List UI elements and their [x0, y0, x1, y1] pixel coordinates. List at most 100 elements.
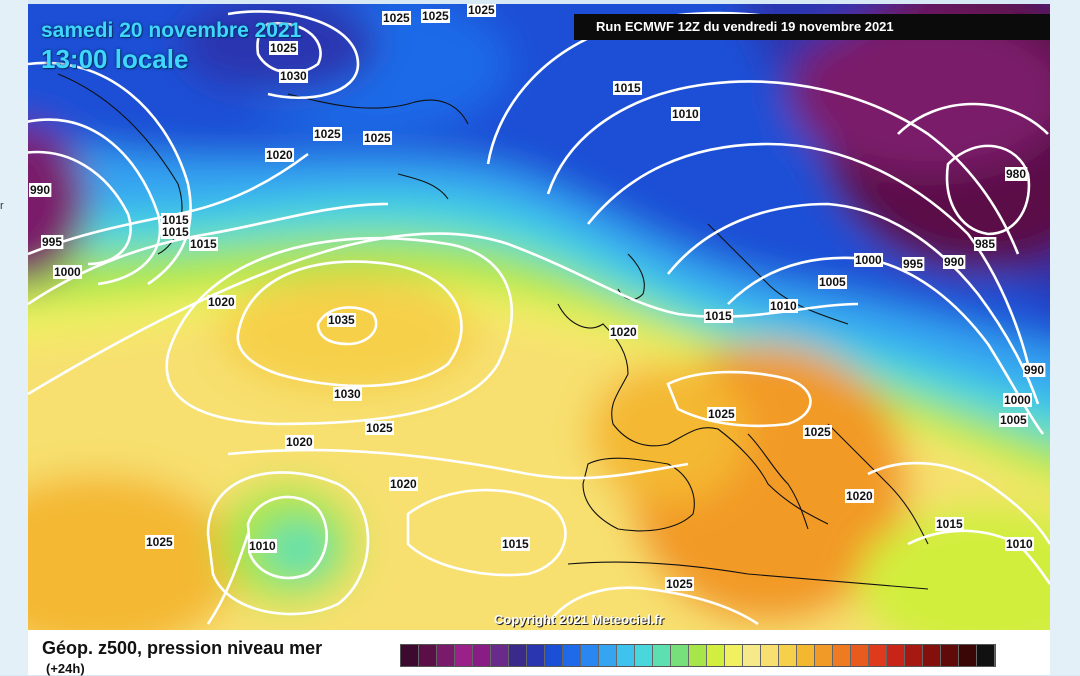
isobar-label: 980	[1006, 167, 1026, 181]
isobar-label-background	[845, 489, 875, 503]
color-scale-swatch	[707, 645, 725, 666]
color-scale-swatch	[599, 645, 617, 666]
color-scale-swatch	[761, 645, 779, 666]
isobar-label-background	[207, 295, 237, 309]
color-scale-swatch	[941, 645, 959, 666]
isobar-label-background	[665, 577, 695, 591]
isobar-label-background	[501, 537, 531, 551]
isobar-value-labels: 1025 1025 1025 1025 1030 1025 1025 1020 …	[29, 4, 1046, 591]
forecast-step: (+24h)	[46, 661, 85, 676]
isobar-label: 1010	[672, 107, 699, 121]
isobar-label: 990	[1024, 363, 1044, 377]
forecast-time: 13:00 locale	[41, 44, 189, 74]
isobar-label: 1025	[314, 127, 341, 141]
color-scale-swatch	[689, 645, 707, 666]
isobar-label: 1025	[146, 535, 173, 549]
isobar-label: 1020	[390, 477, 417, 491]
isobar-label-background	[704, 309, 734, 323]
isobar-label-background	[818, 275, 848, 289]
color-scale-swatch	[851, 645, 869, 666]
isobar-label: 985	[975, 237, 995, 251]
color-scale-swatch	[401, 645, 419, 666]
isobar-label-background	[248, 539, 278, 553]
isobar-label: 1010	[249, 539, 276, 553]
isobar-label-background	[935, 517, 965, 531]
map-parameter-name: Géop. z500, pression niveau mer	[42, 638, 323, 658]
isobar-label: 995	[42, 235, 62, 249]
isobar-label-background	[854, 253, 884, 267]
isobar-label: 990	[944, 255, 964, 269]
color-scale-swatch	[473, 645, 491, 666]
isobar-label-background	[803, 425, 833, 439]
isobar-label-background	[902, 257, 925, 271]
isobar-label-background	[707, 407, 737, 421]
isobar-label-background	[189, 237, 219, 251]
color-scale-swatch	[509, 645, 527, 666]
isobar-label-background	[145, 535, 175, 549]
color-scale-swatch	[797, 645, 815, 666]
isobar-label-background	[421, 9, 451, 23]
color-scale-swatch	[833, 645, 851, 666]
isobar-label-background	[161, 225, 191, 239]
isobar-label: 995	[903, 257, 923, 271]
color-scale-swatch	[437, 645, 455, 666]
isobar-label: 1025	[666, 577, 693, 591]
copyright-notice: Copyright 2021 Meteociel.fr	[494, 612, 664, 627]
isobar-label-background	[1023, 363, 1046, 377]
color-scale-swatch	[545, 645, 563, 666]
isobar-label-background	[671, 107, 701, 121]
isobar-label-background	[609, 325, 639, 339]
isobar-label-background	[269, 41, 299, 55]
color-scale-swatch	[923, 645, 941, 666]
isobar-label-background	[1005, 537, 1035, 551]
isobar-label: 1025	[468, 4, 495, 17]
isobar-label: 1020	[286, 435, 313, 449]
color-scale-swatch	[635, 645, 653, 666]
color-scale-swatch	[419, 645, 437, 666]
weather-map: 1025 1025 1025 1025 1030 1025 1025 1020 …	[28, 4, 1050, 630]
isobar-label: 1020	[208, 295, 235, 309]
weather-map-canvas: 1025 1025 1025 1025 1030 1025 1025 1020 …	[28, 4, 1050, 630]
isobar-label-background	[363, 131, 393, 145]
color-scale-swatch	[617, 645, 635, 666]
isobar-label-background	[382, 11, 412, 25]
color-scale-swatch	[725, 645, 743, 666]
isobar-label-background	[999, 413, 1029, 427]
isobar-label: 1015	[190, 237, 217, 251]
color-scale-swatch	[869, 645, 887, 666]
forecast-date: samedi 20 novembre 2021	[41, 19, 302, 42]
isobar-label: 1025	[364, 131, 391, 145]
isobar-label-background	[333, 387, 363, 401]
isobar-label: 1015	[705, 309, 732, 323]
color-scale-swatch	[977, 645, 995, 666]
legend-panel: Géop. z500, pression niveau mer (+24h)	[28, 630, 1050, 676]
isobar-label: 1005	[1000, 413, 1027, 427]
side-text-fragment: r	[0, 200, 4, 212]
right-margin	[1050, 0, 1080, 675]
isobar-label: 1010	[1006, 537, 1033, 551]
color-scale-swatch	[581, 645, 599, 666]
isobar-label-background	[265, 148, 295, 162]
isobar-label: 1025	[804, 425, 831, 439]
run-info-banner: Run ECMWF 12Z du vendredi 19 novembre 20…	[574, 14, 1050, 40]
isobar-label: 1025	[422, 9, 449, 23]
isobar-label-background	[1005, 167, 1028, 181]
isobar-label-background	[279, 69, 309, 83]
isobar-label: 1020	[846, 489, 873, 503]
color-scale-swatch	[491, 645, 509, 666]
color-scale-swatch	[779, 645, 797, 666]
isobar-label-background	[365, 421, 395, 435]
color-scale-swatch	[905, 645, 923, 666]
geopotential-color-field	[28, 4, 1050, 630]
isobar-label-background	[313, 127, 343, 141]
color-scale-swatch	[563, 645, 581, 666]
isobar-label: 1025	[708, 407, 735, 421]
isobar-label: 1015	[936, 517, 963, 531]
isobar-label: 1015	[502, 537, 529, 551]
isobar-label: 1005	[819, 275, 846, 289]
color-scale-swatch	[527, 645, 545, 666]
isobar-label-background	[389, 477, 419, 491]
isobar-label: 1030	[334, 387, 361, 401]
isobar-label-background	[613, 81, 643, 95]
isobar-label: 1035	[328, 313, 355, 327]
